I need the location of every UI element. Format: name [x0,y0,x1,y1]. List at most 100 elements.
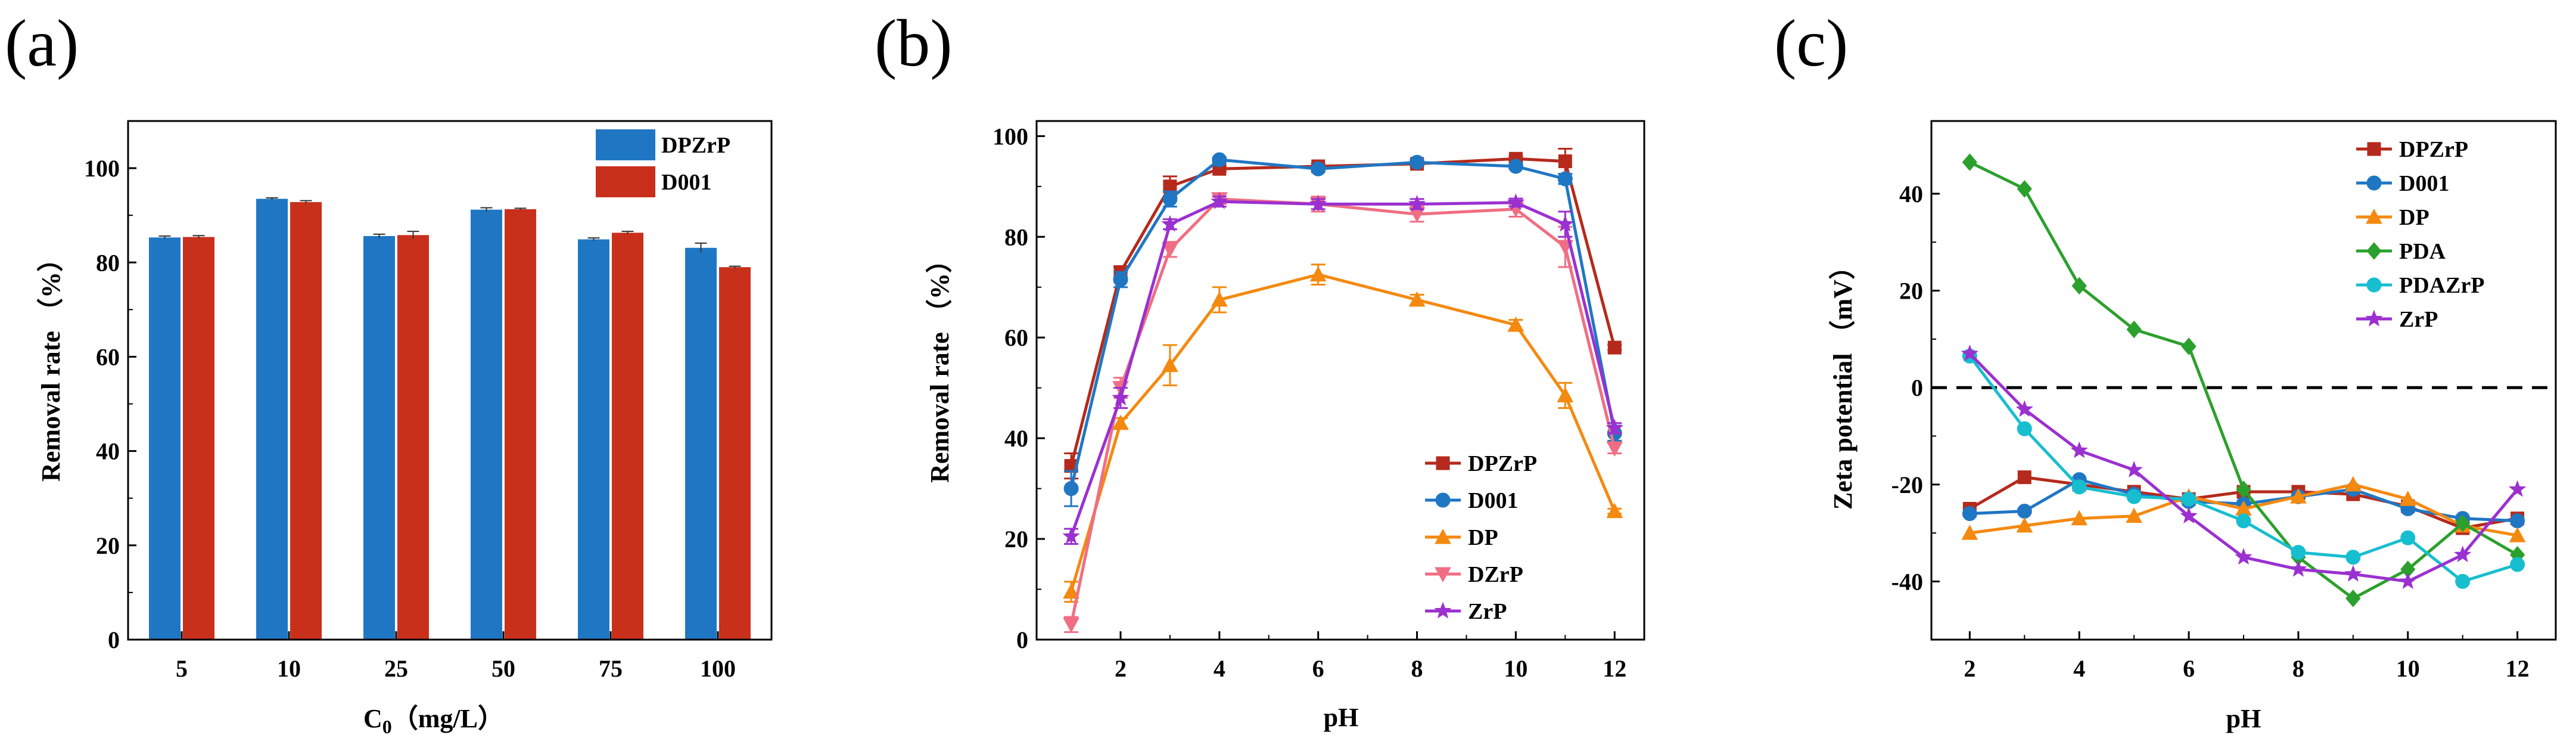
c-point-zrp-11 [2454,545,2472,563]
b-point-dp-1 [1063,583,1079,599]
b-legend-symbol-dzrp [1435,567,1451,583]
c-point-zrp-2 [1961,344,1979,361]
b-point-zrp-4 [1211,192,1228,209]
c-legend-label-pda: PDA [2399,239,2446,264]
a-ytick-label: 60 [96,343,120,370]
a-xtick-label: 75 [599,655,623,682]
c-legend-symbol-zrp [2365,309,2383,327]
b-point-d001-1 [1063,481,1079,497]
c-legend-symbol-dp [2366,208,2382,224]
c-legend-symbol-pdazrp [2366,277,2382,293]
a-bar-dpzrp-25 [363,235,395,640]
b-point-zrp-3 [1161,215,1179,232]
c-ytick-label: -20 [1891,472,1923,498]
b-point-dpzrp-12 [1607,340,1622,355]
b-xtick-label: 2 [1115,655,1127,682]
b-point-dp-8 [1408,291,1426,307]
b-xtick-label: 12 [1603,655,1626,682]
a-ytick-label: 40 [96,438,120,465]
b-point-zrp-12 [1606,418,1623,436]
c-point-pda-7 [2236,480,2251,498]
c-point-pda-2 [1962,153,1978,171]
b-legend-symbol-d001 [1435,492,1451,508]
c-point-pdazrp-4 [2071,479,2087,495]
c-point-pdazrp-11 [2455,573,2471,589]
b-point-dp-6 [1309,266,1327,282]
b-legend-symbol-dp [1435,528,1451,544]
b-ytick-label: 0 [1016,627,1028,653]
c-point-d001-3 [2017,504,2032,519]
c-point-dp-2 [1961,525,1978,540]
a-bar-d001-75 [612,232,643,640]
b-xtick-label: 4 [1214,655,1225,682]
a-ytick-label: 0 [108,627,120,653]
b-point-dp-10 [1507,317,1525,332]
a-legend-symbol-d001 [596,166,655,197]
panel-a-plot: 0 20 40 60 80 100 5 10 25 50 75 100 DPZrP D001 [84,120,773,682]
b-point-zrp-10 [1507,193,1525,210]
c-point-pdazrp-8 [2291,545,2306,560]
panel-c-ylabel: Zeta potential （mV） [1828,253,1858,510]
panel-b-plot: 0 20 40 60 80 100 2 4 6 8 10 12 DPZrP D001 DP DZrP ZrP [993,120,1645,682]
panel-b: (b) 0 20 40 60 80 100 2 4 6 8 10 12 DPZrP D001 DP DZrP Z… [875,7,1645,732]
c-point-dp-4 [2071,510,2088,526]
c-point-dp-3 [2016,517,2033,533]
c-point-dp-9 [2345,476,2362,492]
b-ytick-label: 20 [1004,526,1028,553]
panel-b-xlabel: pH [1324,703,1359,732]
c-legend-symbol-d001 [2366,175,2382,191]
a-xtick-label: 100 [700,655,736,682]
b-ytick-label: 80 [1004,224,1028,250]
b-point-dp-2 [1112,414,1129,430]
panel-a-ylabel: Removal rate （%） [36,246,66,482]
c-legend-label-pdazrp: PDAZrP [2399,273,2485,298]
a-bar-d001-10 [290,202,322,640]
b-point-d001-8 [1410,154,1425,170]
b-point-zrp-6 [1309,194,1327,212]
b-legend-label-zrp: ZrP [1468,599,1507,624]
c-point-pdazrp-5 [2126,489,2142,504]
c-point-zrp-4 [2070,441,2088,458]
c-point-dp-10 [2399,491,2416,506]
a-legend-symbol-dpzrp [596,129,655,160]
c-ytick-label: 40 [1899,181,1923,207]
c-xtick-label: 10 [2396,655,2420,682]
a-ytick-label: 100 [84,155,120,182]
c-legend-label-dpzrp: DPZrP [2399,137,2468,162]
a-bar-d001-5 [183,237,214,640]
b-point-dp-11 [1557,387,1574,402]
a-ytick-label: 20 [96,532,120,559]
c-point-d001-12 [2510,513,2525,529]
panel-b-ylabel: Removal rate （%） [925,247,954,483]
c-point-pdazrp-12 [2510,557,2525,572]
b-point-dzrp-1 [1063,618,1079,633]
b-xtick-label: 10 [1504,655,1527,682]
c-point-pdazrp-7 [2236,513,2251,529]
b-point-dp-4 [1211,291,1228,307]
b-legend-label-dpzrp: DPZrP [1468,451,1537,476]
b-axes-frame [1035,120,1645,641]
c-line-pda [1969,160,2518,600]
b-point-d001-4 [1212,152,1227,168]
b-ytick-label: 40 [1004,425,1028,452]
panel-a: (a) 0 20 40 60 80 100 5 10 25 50 75 100 DPZrP D001 Re… [5,7,773,735]
b-point-d001-11 [1557,171,1573,187]
a-bar-dpzrp-10 [256,199,288,640]
a-axes-frame [127,120,773,641]
b-xtick-label: 6 [1312,655,1324,682]
c-point-pda-3 [2017,180,2032,198]
c-point-zrp-9 [2344,565,2362,582]
b-point-d001-6 [1311,161,1326,176]
b-legend-symbol-zrp [1434,601,1452,619]
b-point-zrp-2 [1112,389,1130,406]
c-point-dp-5 [2126,507,2142,523]
c-legend-symbol-pda [2366,242,2382,260]
a-xtick-label: 5 [176,655,188,682]
b-point-d001-2 [1113,272,1128,287]
b-line-dzrp [1069,197,1616,625]
c-legend-label-d001: D001 [2399,171,2449,196]
a-bar-d001-50 [505,209,536,640]
c-point-pda-5 [2126,320,2142,339]
c-point-zrp-8 [2289,560,2307,577]
